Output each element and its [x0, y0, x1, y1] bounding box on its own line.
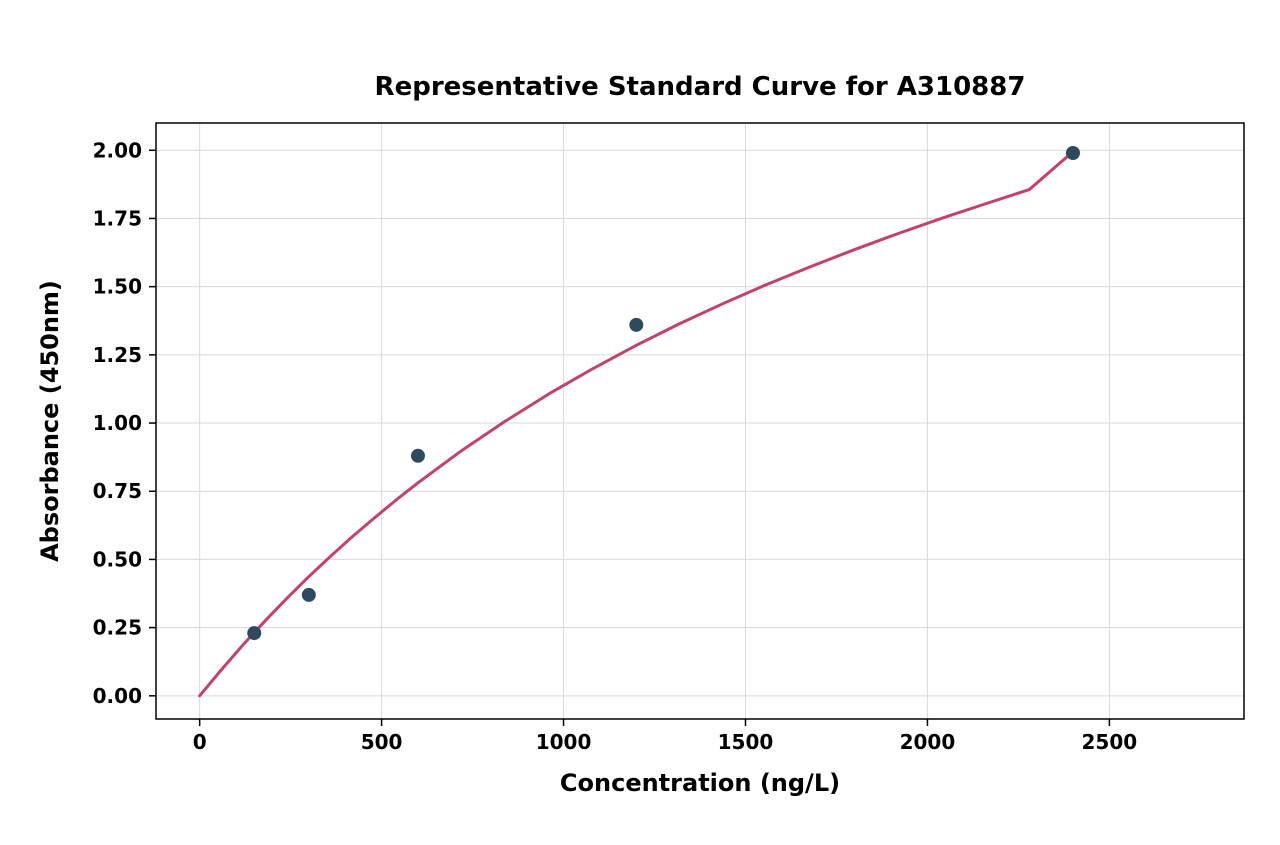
- x-tick-label: 500: [361, 730, 403, 754]
- x-axis-label: Concentration (ng/L): [560, 769, 840, 797]
- chart-title: Representative Standard Curve for A31088…: [375, 72, 1026, 102]
- y-axis-label: Absorbance (450nm): [36, 280, 64, 562]
- y-tick-label: 0.75: [93, 479, 142, 503]
- data-point: [629, 318, 643, 332]
- chart-svg: 0 500 1000 1500 2000 2500 0.00 0.25 0.50 0.75 1.00…: [0, 0, 1280, 845]
- x-tick-label: 2000: [900, 730, 956, 754]
- data-point: [411, 449, 425, 463]
- x-tick-label: 0: [193, 730, 207, 754]
- data-point: [302, 588, 316, 602]
- y-tick-label: 1.75: [93, 206, 142, 230]
- y-tick-label: 0.50: [93, 547, 142, 571]
- y-tick-label: 1.50: [93, 275, 142, 299]
- y-tick-label: 0.25: [93, 616, 142, 640]
- x-tick-label: 2500: [1082, 730, 1138, 754]
- chart-container: 0 500 1000 1500 2000 2500 0.00 0.25 0.50 0.75 1.00…: [0, 0, 1280, 845]
- data-point: [1066, 146, 1080, 160]
- y-tick-label: 2.00: [93, 138, 142, 162]
- data-point: [247, 626, 261, 640]
- y-tick-label: 1.25: [93, 343, 142, 367]
- plot-background: [156, 123, 1244, 719]
- y-tick-label: 0.00: [93, 684, 142, 708]
- y-tick-label: 1.00: [93, 411, 142, 435]
- x-tick-label: 1000: [536, 730, 592, 754]
- x-tick-label: 1500: [718, 730, 774, 754]
